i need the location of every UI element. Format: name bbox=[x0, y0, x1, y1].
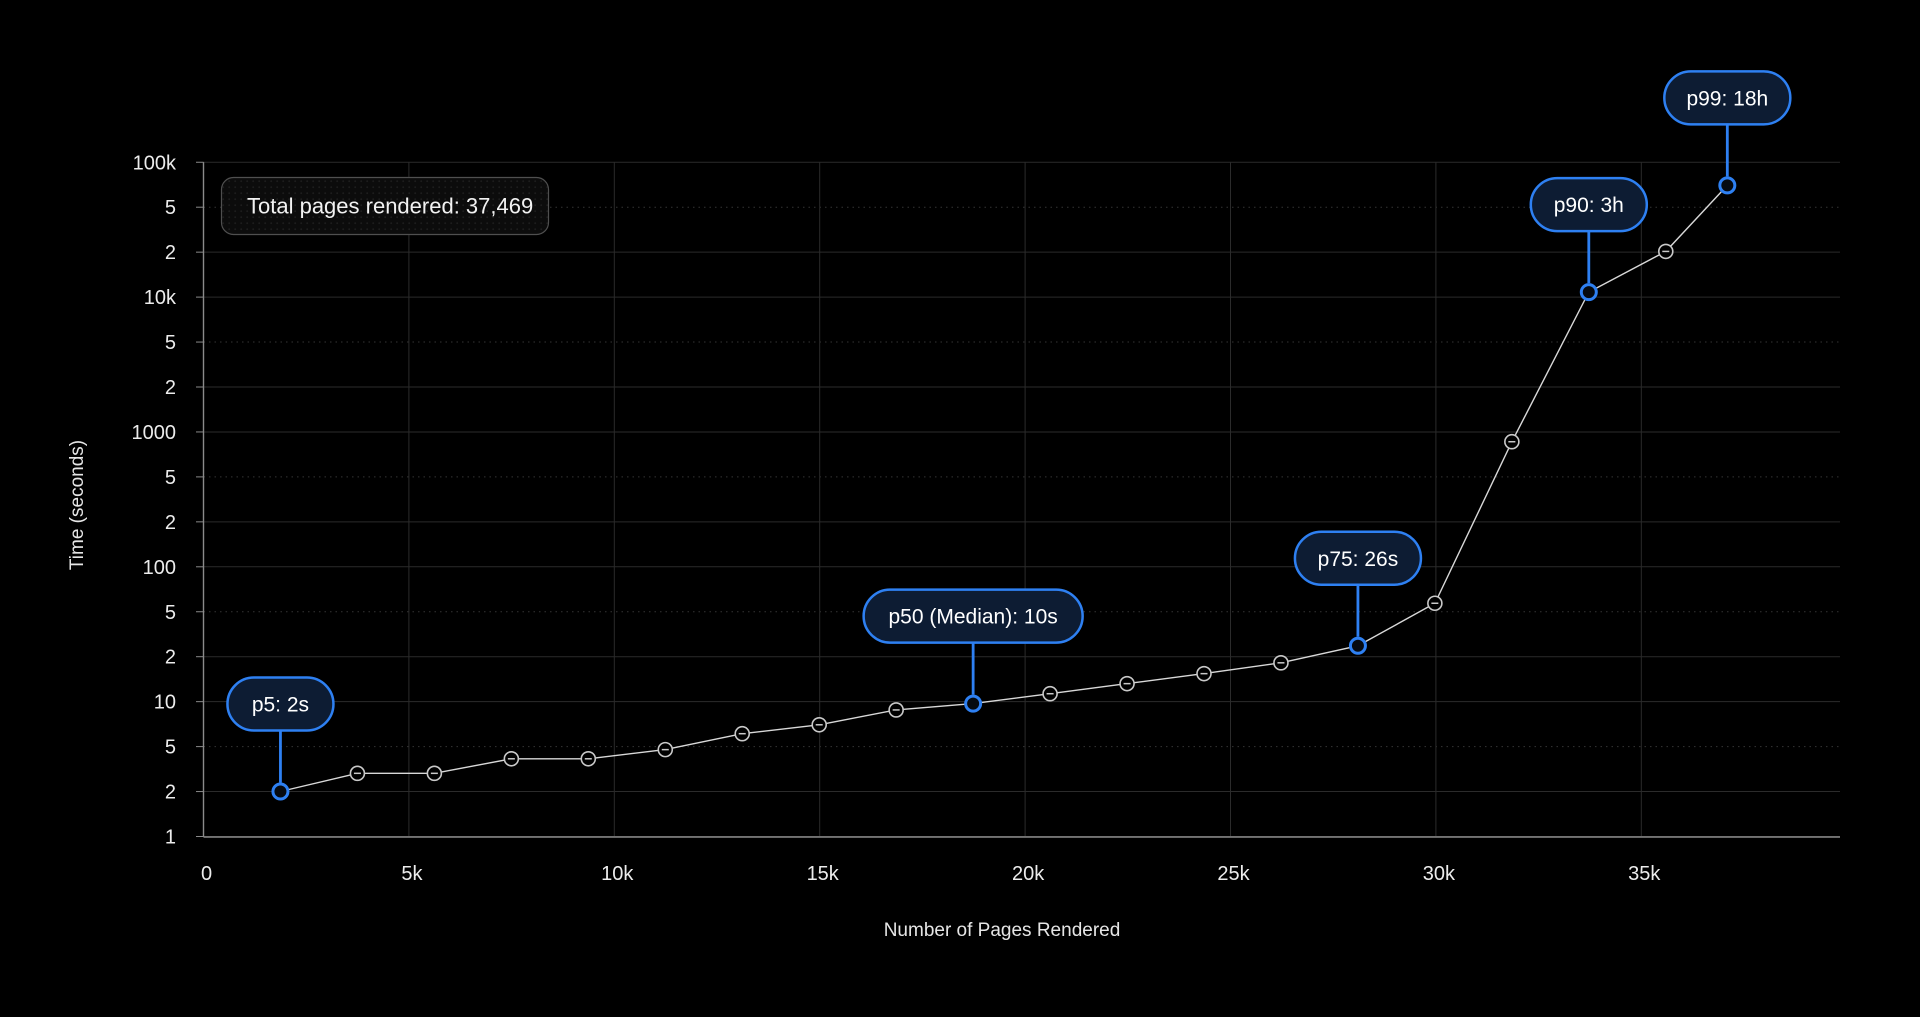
x-axis-title: Number of Pages Rendered bbox=[884, 920, 1121, 941]
x-tick-label: 15k bbox=[807, 863, 840, 885]
x-tick-label: 35k bbox=[1628, 863, 1661, 885]
y-tick-label: 2 bbox=[165, 242, 176, 264]
y-tick-label: 10 bbox=[154, 692, 176, 714]
percentile-callouts: p5: 2s p50 (Median): 10s p75: 26s p90: 3h p9… bbox=[226, 70, 1792, 783]
x-tick-label: 20k bbox=[1012, 863, 1045, 885]
data-point-marker-highlight[interactable] bbox=[964, 694, 983, 713]
y-tick-label: 5 bbox=[165, 467, 176, 489]
y-tick-label: 100 bbox=[143, 557, 176, 579]
axes bbox=[196, 161, 1840, 838]
data-point-marker-highlight[interactable] bbox=[1348, 636, 1367, 655]
tick-labels: 1 2 5 10 2 5 100 2 5 1000 2 5 10k 2 5 100k 0 5k 10k 15k 20k 2… bbox=[132, 152, 1662, 885]
x-tick-label: 10k bbox=[601, 863, 634, 885]
callout-label: p90: 3h bbox=[1554, 194, 1624, 217]
percentile-callout: p50 (Median): 10s bbox=[862, 588, 1084, 695]
y-tick-label: 2 bbox=[165, 377, 176, 399]
y-tick-label: 1 bbox=[165, 827, 176, 849]
percentile-callout: p5: 2s bbox=[226, 676, 335, 783]
x-tick-label: 5k bbox=[401, 863, 423, 885]
y-tick-label: 1000 bbox=[132, 422, 177, 444]
callout-bubble bbox=[1663, 70, 1792, 126]
y-tick-label: 100k bbox=[133, 152, 177, 174]
callout-label: p50 (Median): 10s bbox=[889, 606, 1058, 629]
callout-bubble bbox=[1529, 176, 1649, 233]
percentile-callout: p99: 18h bbox=[1663, 70, 1792, 177]
x-tick-label: 30k bbox=[1423, 863, 1456, 885]
x-tick-label: 25k bbox=[1217, 863, 1250, 885]
total-pages-box-frame bbox=[220, 176, 550, 236]
y-tick-label: 2 bbox=[165, 782, 176, 804]
y-tick-label: 5 bbox=[165, 602, 176, 624]
data-point-marker-highlight[interactable] bbox=[1579, 283, 1598, 302]
y-tick-label: 5 bbox=[165, 737, 176, 759]
percentile-callout: p75: 26s bbox=[1293, 530, 1423, 637]
percentile-callout: p90: 3h bbox=[1529, 176, 1649, 284]
total-pages-box: Total pages rendered: 37,469 bbox=[220, 176, 550, 236]
data-point-marker-highlight[interactable] bbox=[271, 782, 290, 801]
data-point-marker-highlight[interactable] bbox=[1718, 176, 1737, 195]
callout-label: p99: 18h bbox=[1686, 87, 1768, 110]
series-percentile-curve bbox=[271, 176, 1737, 801]
y-tick-label: 10k bbox=[144, 287, 177, 309]
total-pages-label: Total pages rendered: 37,469 bbox=[247, 194, 533, 219]
callout-bubble bbox=[862, 588, 1084, 644]
x-tick-label: 0 bbox=[201, 863, 212, 885]
callout-label: p5: 2s bbox=[252, 694, 309, 717]
series-line bbox=[280, 184, 1728, 793]
callout-bubble bbox=[1293, 530, 1423, 587]
callout-bubble bbox=[226, 676, 335, 732]
y-tick-label: 5 bbox=[165, 197, 176, 219]
y-tick-label: 2 bbox=[165, 512, 176, 534]
y-tick-label: 2 bbox=[165, 647, 176, 669]
y-axis-title: Time (seconds) bbox=[67, 440, 88, 570]
y-tick-label: 5 bbox=[165, 332, 176, 354]
gridlines bbox=[203, 161, 1840, 837]
callout-label: p75: 26s bbox=[1318, 548, 1399, 571]
